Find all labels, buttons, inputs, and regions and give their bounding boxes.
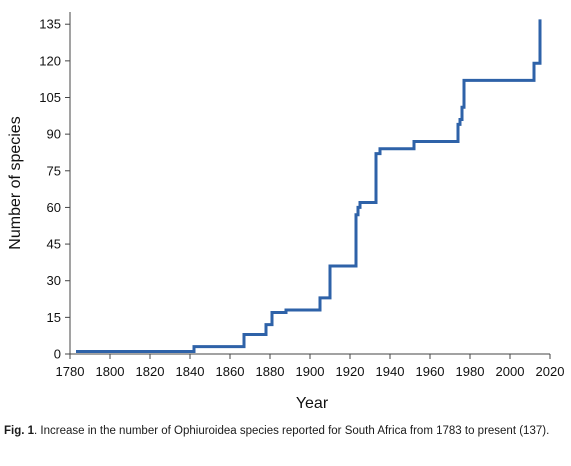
x-tick-label: 1860	[216, 364, 245, 379]
x-tick-label: 1960	[416, 364, 445, 379]
x-tick-label: 2020	[536, 364, 565, 379]
y-tick-label: 45	[47, 237, 61, 252]
series-line	[76, 19, 542, 354]
y-tick-label: 120	[39, 53, 61, 68]
x-tick-label: 1980	[456, 364, 485, 379]
x-tick-label: 1840	[176, 364, 205, 379]
caption-label: Fig. 1	[4, 425, 35, 437]
x-tick-label: 1800	[96, 364, 125, 379]
chart: 0 15 30 45 60 75 90 105 120 135 1780 1800 1820 1840 18…	[7, 12, 564, 412]
x-tick-label: 1920	[336, 364, 365, 379]
figure-caption: Fig. 1. Increase in the number of Ophiur…	[4, 422, 564, 440]
x-tick-label: 1900	[296, 364, 325, 379]
x-tick-label: 1820	[136, 364, 165, 379]
y-tick-label: 15	[47, 310, 61, 325]
y-tick-label: 75	[47, 163, 61, 178]
y-tick-label: 30	[47, 273, 61, 288]
plot-area: 0 15 30 45 60 75 90 105 120 135 1780 1800 1820 1840 18…	[7, 12, 564, 412]
caption-text: . Increase in the number of Ophiuroidea …	[34, 425, 550, 437]
x-tick-label: 1780	[56, 364, 85, 379]
y-axis-title: Number of species	[7, 116, 24, 249]
y-tick-label: 90	[47, 127, 61, 142]
x-tick-label: 1940	[376, 364, 405, 379]
y-tick-label: 105	[39, 90, 61, 105]
y-tick-label: 135	[39, 17, 61, 32]
x-tick-label: 1880	[256, 364, 285, 379]
y-tick-label: 0	[54, 347, 61, 362]
x-tick-label: 2000	[496, 364, 525, 379]
x-axis-title: Year	[296, 395, 329, 412]
y-tick-label: 60	[47, 200, 61, 215]
